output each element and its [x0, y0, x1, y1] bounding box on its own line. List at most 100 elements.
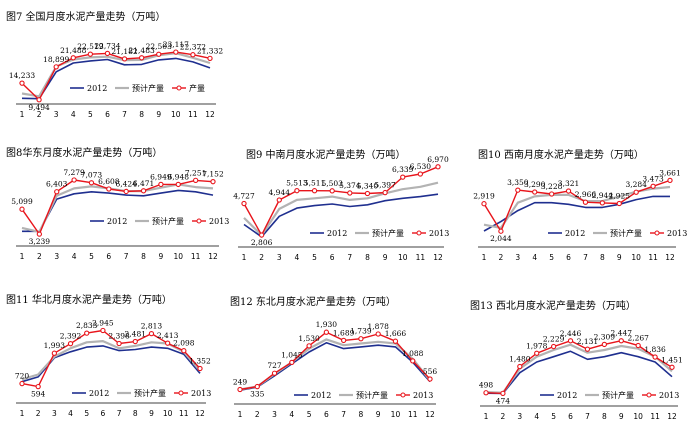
- data-label: 1,530: [298, 334, 320, 343]
- x-tick-label: 4: [71, 110, 76, 119]
- data-label: 3,350: [507, 178, 529, 187]
- data-label: 14,233: [9, 71, 35, 80]
- x-tick-label: 7: [347, 253, 352, 262]
- data-label: 5,374: [339, 181, 361, 190]
- data-label: 6,339: [392, 165, 414, 174]
- x-tick-label: 7: [124, 252, 129, 261]
- x-tick-label: 10: [163, 409, 173, 418]
- data-point: [138, 55, 145, 61]
- x-tick-label: 5: [549, 253, 554, 262]
- data-point: [123, 188, 129, 195]
- x-tick-label: 11: [179, 409, 189, 418]
- x-tick-label: 8: [365, 253, 370, 262]
- data-label: 6,530: [410, 162, 432, 171]
- data-label: 727: [267, 361, 282, 370]
- data-point: [289, 359, 295, 366]
- data-point: [481, 201, 487, 207]
- legend-label: 预计产量: [356, 390, 388, 400]
- x-tick-label: 4: [295, 253, 300, 262]
- x-tick-label: 7: [117, 409, 122, 418]
- x-tick-label: 5: [84, 409, 89, 418]
- x-tick-label: 12: [195, 409, 205, 418]
- data-point: [53, 64, 59, 70]
- x-tick-label: 10: [173, 252, 183, 261]
- x-tick-label: 8: [139, 110, 144, 119]
- legend-marker: [646, 392, 652, 398]
- x-tick-label: 9: [383, 253, 388, 262]
- series-line-1: [485, 343, 673, 394]
- data-point: [100, 327, 106, 334]
- legend-marker: [416, 230, 422, 236]
- x-tick-label: 3: [517, 412, 522, 421]
- data-point: [70, 55, 76, 61]
- data-point: [375, 331, 381, 337]
- data-point: [173, 49, 179, 55]
- x-tick-label: 12: [433, 253, 443, 262]
- x-tick-label: 5: [312, 253, 317, 262]
- x-tick-label: 4: [72, 252, 77, 261]
- x-tick-label: 8: [133, 409, 138, 418]
- data-point: [323, 329, 330, 335]
- x-tick-label: 9: [617, 253, 622, 262]
- data-label: 1,836: [644, 345, 666, 354]
- chart-panel-12: 图12 东北月度水泥产量走势（万吨）1 2 3 4 5 6 7 8 9 10 11 122493357…: [230, 295, 437, 419]
- data-point: [498, 228, 504, 234]
- x-tick-label: 2: [255, 410, 260, 419]
- data-label: 1,930: [316, 320, 338, 329]
- x-tick-label: 7: [583, 253, 588, 262]
- x-tick-label: 1: [20, 252, 25, 261]
- legend-marker: [178, 390, 184, 396]
- data-label: 7,279: [63, 168, 85, 177]
- data-point: [254, 383, 260, 390]
- data-point: [534, 350, 540, 356]
- legend-label: 预计产量: [602, 390, 634, 400]
- data-label: 1,689: [333, 328, 355, 337]
- legend-label: 2012: [311, 391, 331, 400]
- data-point: [71, 177, 77, 183]
- x-tick-label: 3: [277, 253, 282, 262]
- data-point: [88, 180, 95, 186]
- legend-label: 2013: [429, 229, 449, 238]
- series-line-2: [243, 166, 439, 236]
- chart-panel-13: 图13 西北月度水泥产量走势（万吨）1 2 3 4 5 6 7 8 9 10 11 124984741…: [470, 299, 683, 421]
- x-tick-label: 6: [568, 412, 573, 421]
- data-point: [19, 80, 25, 86]
- data-label: 6,608: [98, 177, 120, 186]
- x-tick-label: 11: [191, 252, 201, 261]
- legend-label: 2013: [191, 389, 211, 398]
- data-label: 9,494: [28, 103, 50, 112]
- chart-title: 图10 西南月度水泥产量走势（万吨）: [478, 148, 644, 161]
- data-label: 2,131: [577, 337, 598, 346]
- data-label: 3,661: [659, 168, 680, 177]
- data-point: [197, 365, 203, 372]
- chart-panel-10: 图10 西南月度水泥产量走势（万吨）1 2 3 4 5 6 7 8 9 10 11 122,9192,…: [473, 148, 687, 262]
- legend-marker: [196, 218, 202, 224]
- series-line-2: [239, 331, 431, 391]
- data-point: [667, 177, 673, 184]
- data-point: [54, 189, 60, 195]
- data-label: 5,340: [357, 182, 379, 191]
- x-tick-label: 2: [36, 409, 41, 418]
- data-label: 2,813: [141, 322, 163, 331]
- x-tick-label: 5: [551, 412, 556, 421]
- data-label: 18,899: [43, 55, 69, 64]
- x-tick-label: 6: [324, 410, 329, 419]
- chart-panel-9: 图9 中南月度水泥产量走势（万吨）1 2 3 4 5 6 7 8 9 10 11 124,7272,8…: [233, 148, 449, 262]
- data-label: 22,503: [146, 42, 172, 51]
- data-label: 474: [496, 396, 511, 405]
- series-line-2: [485, 340, 673, 395]
- data-label: 2,966: [575, 190, 597, 199]
- data-point: [565, 188, 572, 194]
- data-label: 6,471: [133, 179, 154, 188]
- data-label: 5,511: [304, 179, 325, 188]
- data-point: [483, 390, 489, 396]
- data-label: 2,398: [108, 332, 130, 341]
- data-label: 2,309: [594, 332, 616, 341]
- x-tick-label: 3: [272, 410, 277, 419]
- data-label: 2,925: [609, 192, 631, 201]
- data-label: 1,878: [367, 322, 389, 331]
- data-label: 2,098: [173, 339, 195, 348]
- data-point: [51, 350, 58, 356]
- x-tick-label: 1: [482, 253, 487, 262]
